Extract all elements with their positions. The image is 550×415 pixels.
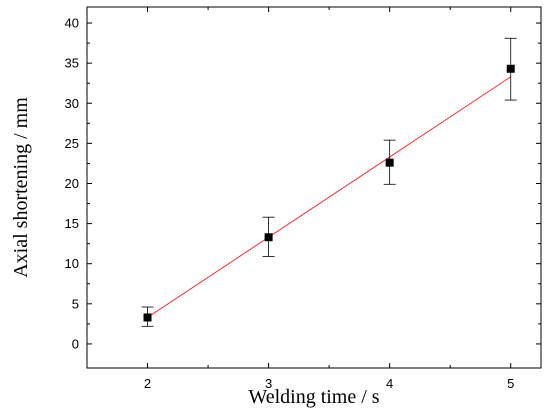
y-tick-label: 30 xyxy=(65,96,79,111)
y-tick-label: 0 xyxy=(72,336,79,351)
y-tick-label: 35 xyxy=(65,56,79,71)
y-tick-label: 10 xyxy=(65,256,79,271)
data-point xyxy=(506,64,515,73)
x-axis: 2 3 4 5 xyxy=(144,7,514,391)
data-series xyxy=(141,37,517,327)
plot-area-frame xyxy=(86,6,542,369)
x-tick-label: 5 xyxy=(507,376,514,391)
x-tick-label: 3 xyxy=(265,376,272,391)
y-tick-label: 20 xyxy=(65,176,79,191)
data-point xyxy=(264,233,273,242)
fit-line xyxy=(147,76,512,318)
y-axis: 0 5 10 15 20 25 30 35 40 xyxy=(65,16,541,351)
y-axis-title: Axial shortening / mm xyxy=(10,97,32,278)
x-tick-label: 4 xyxy=(386,376,393,391)
data-point xyxy=(385,158,394,167)
y-tick-label: 5 xyxy=(72,296,79,311)
y-tick-label: 15 xyxy=(65,216,79,231)
data-point xyxy=(143,313,152,322)
y-tick-label: 40 xyxy=(65,16,79,31)
x-axis-title: Welding time / s xyxy=(248,386,379,408)
y-tick-label: 25 xyxy=(65,136,79,151)
x-tick-label: 2 xyxy=(144,376,151,391)
